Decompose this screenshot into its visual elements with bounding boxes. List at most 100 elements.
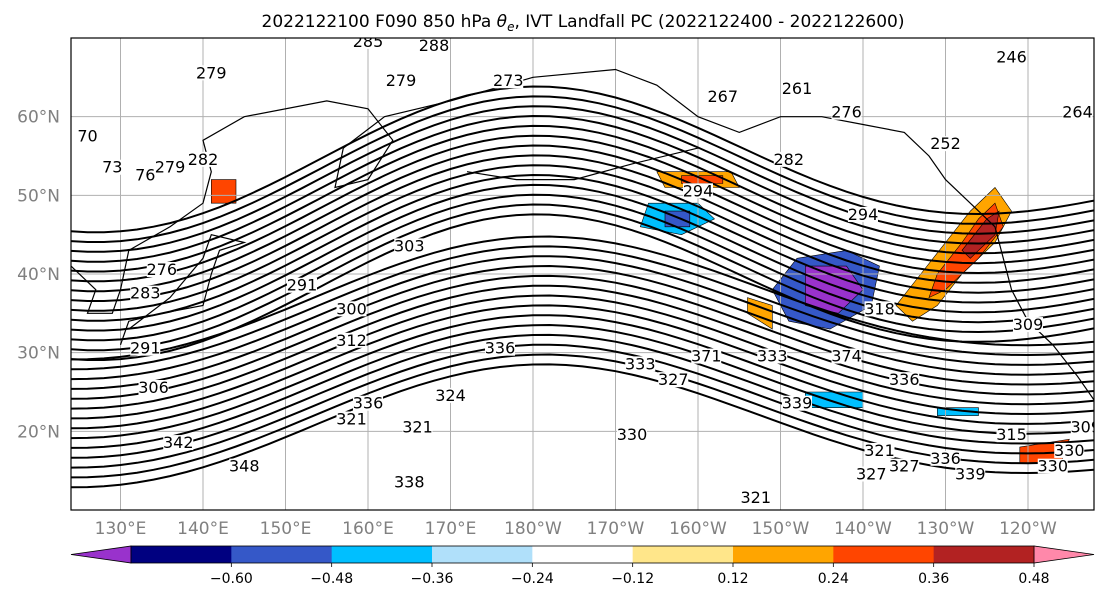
theta-e-contour xyxy=(71,294,1094,420)
contour-label: 336 xyxy=(485,339,516,358)
contour-label: 291 xyxy=(130,339,161,358)
contour-label: 336 xyxy=(930,449,961,468)
contour-label: 336 xyxy=(353,394,384,413)
lon-tick-label: 120°W xyxy=(999,519,1057,539)
contour-label: 327 xyxy=(889,457,920,476)
theta-e-contour xyxy=(71,144,1094,293)
contour-label: 321 xyxy=(336,409,367,428)
colorbar-segment xyxy=(733,546,834,563)
contour-label-bg xyxy=(493,73,524,89)
contour-label: 321 xyxy=(864,441,895,460)
contour-label-bg xyxy=(419,38,449,53)
contour-label: 339 xyxy=(782,394,813,413)
contour-label-bg xyxy=(394,474,425,490)
contour-label: 306 xyxy=(138,378,169,397)
contour-label: 291 xyxy=(287,276,318,295)
contour-label: 330 xyxy=(617,425,648,444)
contour-label: 294 xyxy=(683,181,714,200)
colorbar-tick-label: −0.48 xyxy=(310,571,353,587)
theta-e-contour xyxy=(71,343,1094,469)
lon-tick-label: 160°E xyxy=(342,519,394,539)
contour-label-bg xyxy=(138,380,169,395)
contour-label-bg xyxy=(435,387,466,403)
contour-label-bg xyxy=(889,458,920,474)
contour-label: 315 xyxy=(996,425,1027,444)
theta-e-contour xyxy=(71,95,1094,243)
colorbar-tick-label: 0.48 xyxy=(1018,571,1049,587)
lon-tick-label: 160°W xyxy=(669,519,727,539)
colorbar-tick-label: 0.24 xyxy=(818,571,849,587)
contour-label-bg xyxy=(163,435,194,451)
contour-label: 76 xyxy=(135,166,155,185)
contour-label: 73 xyxy=(102,158,122,177)
theta-e-contour xyxy=(71,255,1094,381)
contour-label: 261 xyxy=(782,79,813,98)
contour-label-bg xyxy=(485,340,515,356)
colorbar-segment xyxy=(833,546,935,563)
contour-label-bg xyxy=(336,301,367,317)
contour-label-bg xyxy=(1062,104,1093,120)
theta-e-contour xyxy=(71,333,1094,459)
theta-e-contour xyxy=(71,245,1094,371)
contour-label-bg xyxy=(287,277,317,293)
contour-label: 246 xyxy=(996,48,1027,67)
colorbar-tick-label: 0.36 xyxy=(918,571,949,587)
contour-label-bg xyxy=(996,427,1027,443)
contour-label-bg xyxy=(831,348,862,364)
theta-e-contour xyxy=(71,304,1094,430)
contour-label: 342 xyxy=(163,433,194,452)
contour-label: 279 xyxy=(386,71,417,90)
contour-label-bg xyxy=(625,356,656,372)
theta-e-contour xyxy=(71,363,1094,489)
contour-label: 267 xyxy=(707,87,738,106)
contour-label: 312 xyxy=(336,331,367,350)
theta-e-contour xyxy=(71,203,1094,352)
colorbar-frame xyxy=(130,545,1035,564)
contour-label-bg xyxy=(336,411,367,427)
contour-label: 276 xyxy=(146,260,177,279)
contour-label-bg xyxy=(782,81,812,97)
contour-label-bg xyxy=(394,238,425,254)
contour-label: 321 xyxy=(740,488,771,507)
contour-label: 285 xyxy=(353,32,384,51)
contour-label: 282 xyxy=(773,150,804,169)
contour-label: 279 xyxy=(155,158,186,177)
theta-e-contour xyxy=(71,264,1094,390)
contour-label-bg xyxy=(617,427,647,443)
contour-label: 303 xyxy=(394,236,425,255)
contour-label: 371 xyxy=(691,347,722,366)
contour-label: 338 xyxy=(394,472,425,491)
contour-label-bg xyxy=(930,450,961,466)
contour-label: 336 xyxy=(889,370,920,389)
lon-tick-label: 140°E xyxy=(177,519,229,539)
theta-e-contour xyxy=(71,173,1094,322)
theta-e-contour xyxy=(71,134,1094,283)
colorbar-tick-label: −0.36 xyxy=(411,571,454,587)
lat-tick-label: 30°N xyxy=(17,344,60,364)
lon-tick-label: 150°W xyxy=(752,519,810,539)
contour-label: 252 xyxy=(930,134,961,153)
lat-tick-label: 60°N xyxy=(17,108,60,128)
contour-label-bg xyxy=(130,167,161,183)
contour-label-bg xyxy=(336,332,367,348)
colorbar xyxy=(70,545,1095,564)
colorbar-segment xyxy=(933,546,1035,563)
contour-label: 327 xyxy=(658,370,689,389)
contour-label: 309 xyxy=(1070,417,1101,436)
lat-tick-label: 20°N xyxy=(17,422,60,442)
contour-label: 333 xyxy=(625,354,656,373)
theta-e-contour xyxy=(71,114,1094,263)
contour-label: 276 xyxy=(831,103,862,122)
contour-label: 288 xyxy=(419,36,450,55)
contour-label-bg xyxy=(930,136,961,152)
contour-label-bg xyxy=(889,372,920,388)
contour-label: 294 xyxy=(848,205,879,224)
theta-e-contour xyxy=(71,105,1094,253)
contour-label: 264 xyxy=(1062,103,1093,122)
contour-label: 282 xyxy=(188,150,219,169)
contour-label-bg xyxy=(130,340,161,356)
contour-label: 300 xyxy=(336,299,367,318)
contour-label-bg xyxy=(757,348,788,364)
contour-label: 330 xyxy=(1037,457,1068,476)
